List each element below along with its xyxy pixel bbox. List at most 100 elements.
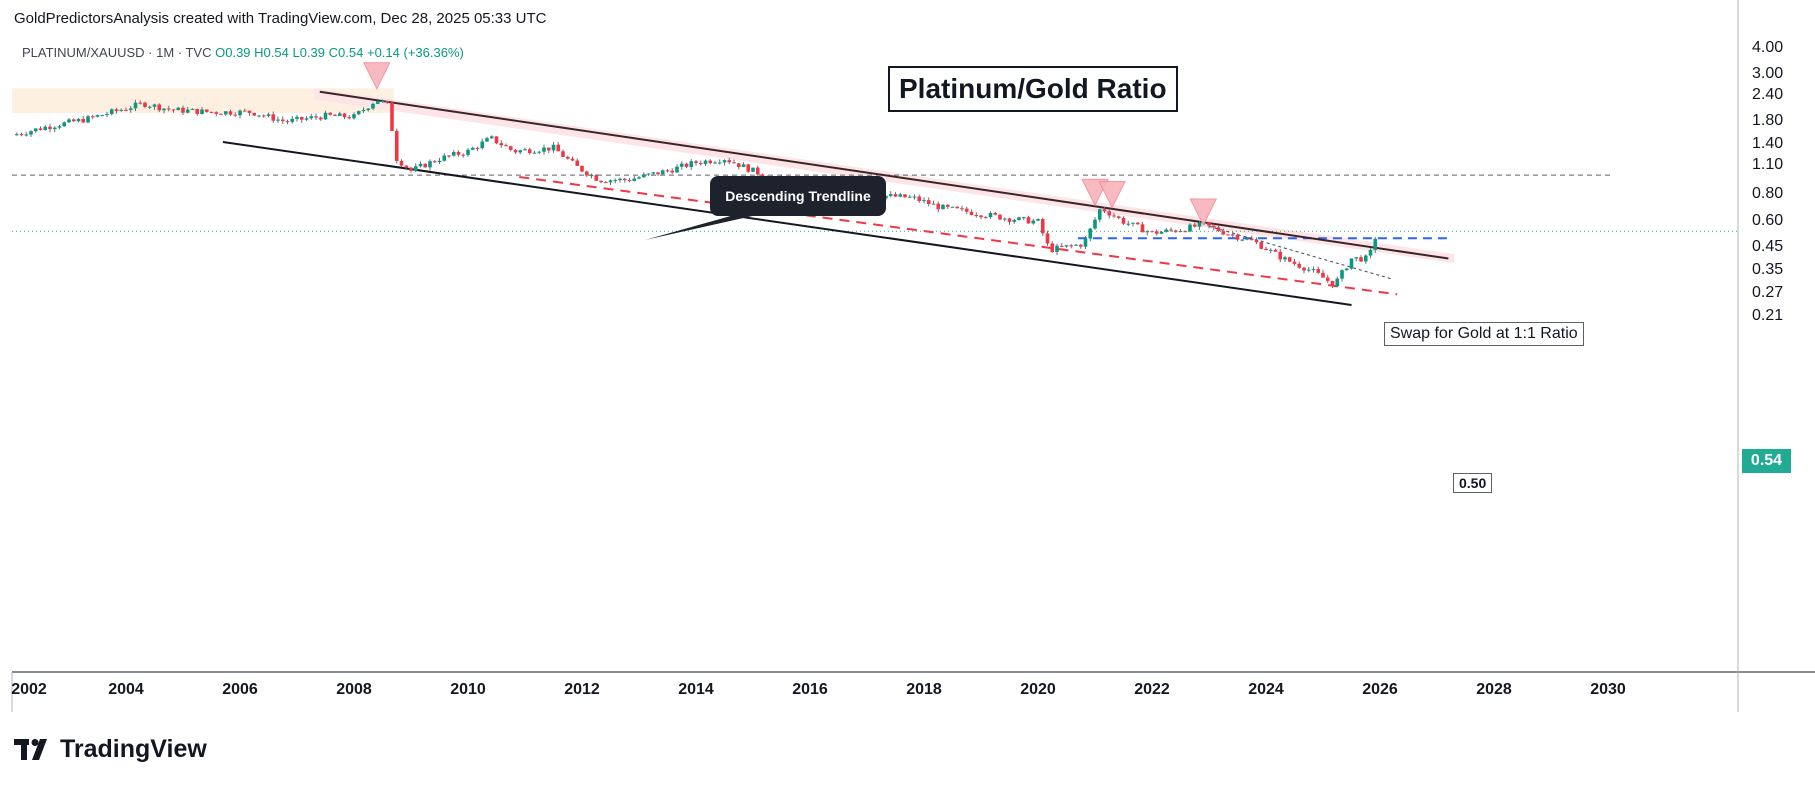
- candle-body: [1211, 225, 1216, 228]
- candle-body: [242, 110, 247, 112]
- candle-body: [280, 119, 285, 122]
- candle-body: [380, 100, 385, 102]
- candle-body: [736, 163, 741, 168]
- candle-body: [1254, 240, 1259, 243]
- candle-body: [447, 155, 451, 157]
- candle-body: [1078, 244, 1083, 247]
- candle-body: [494, 136, 499, 144]
- candle-body: [1140, 224, 1145, 233]
- candle-body: [988, 212, 993, 218]
- high-value: H0.54: [254, 45, 289, 60]
- candle-body: [717, 162, 722, 164]
- candle-body: [703, 160, 708, 164]
- candle-body: [1154, 231, 1159, 234]
- candle-body: [1036, 218, 1040, 221]
- candle-body: [1145, 231, 1150, 233]
- candle-body: [404, 165, 409, 168]
- candle-body: [1069, 245, 1074, 247]
- candle-body: [356, 111, 361, 115]
- candle-body: [147, 106, 152, 108]
- candle-body: [618, 178, 622, 181]
- candle-body: [1107, 211, 1112, 216]
- year-tick-label: 2012: [564, 681, 600, 698]
- candle-body: [1235, 234, 1240, 240]
- candle-body: [1335, 278, 1340, 287]
- candle-body: [43, 126, 48, 130]
- candle-body: [523, 149, 527, 151]
- candle-body: [1197, 222, 1202, 227]
- candle-body: [570, 158, 575, 161]
- candle-body: [656, 172, 660, 175]
- candle-body: [342, 113, 347, 118]
- candle-body: [33, 128, 38, 132]
- low-value: L0.39: [292, 45, 326, 60]
- tradingview-logo-icon: [14, 738, 47, 760]
- candle-body: [1268, 249, 1273, 251]
- descending-trendline: [319, 90, 1449, 260]
- year-tick-label: 2022: [1134, 681, 1170, 698]
- candle-body: [390, 102, 394, 131]
- brand-name: TradingView: [60, 735, 207, 763]
- candle-body: [485, 138, 489, 142]
- candle-body: [912, 196, 917, 198]
- candle-body: [109, 109, 114, 115]
- candle-body: [14, 134, 19, 136]
- candle-body: [698, 162, 703, 164]
- price-tick-label: 0.80: [1752, 185, 1784, 203]
- candle-body: [1230, 234, 1235, 236]
- candle-body: [24, 134, 29, 136]
- year-tick-label: 2002: [11, 681, 47, 698]
- candle-body: [470, 147, 475, 150]
- chart-title: Platinum/Gold Ratio: [888, 66, 1178, 112]
- candle-body: [1112, 215, 1116, 217]
- candle-body: [114, 109, 119, 111]
- tradingview-brand[interactable]: TradingView: [14, 735, 207, 764]
- candle-body: [318, 117, 323, 120]
- candle-body: [271, 114, 276, 121]
- candle-body: [233, 114, 238, 116]
- price-tick-label: 0.35: [1752, 260, 1784, 278]
- candle-body: [1264, 248, 1268, 251]
- candle-body: [190, 108, 195, 110]
- symbol-name[interactable]: PLATINUM/XAUUSD · 1M · TVC: [22, 45, 212, 60]
- candle-body: [584, 171, 589, 176]
- candle-body: [1340, 270, 1344, 279]
- year-tick-label: 2024: [1248, 681, 1284, 698]
- candle-body: [998, 214, 1002, 220]
- candle-body: [931, 203, 936, 205]
- candle-body: [1017, 217, 1021, 221]
- candle-body: [1083, 238, 1088, 247]
- year-tick-label: 2006: [222, 681, 258, 698]
- candle-body: [19, 134, 24, 136]
- candle-body: [337, 113, 342, 116]
- candle-body: [884, 195, 888, 199]
- candle-body: [314, 116, 318, 118]
- candle-body: [76, 118, 81, 122]
- candle-body: [347, 117, 352, 119]
- candle-body: [86, 116, 90, 123]
- candle-body: [1292, 261, 1297, 264]
- candle-body: [684, 163, 689, 167]
- candle-body: [266, 114, 271, 116]
- price-tick-label: 0.21: [1752, 307, 1784, 325]
- candle-body: [926, 200, 931, 205]
- candle-body: [713, 162, 717, 164]
- symbol-legend: PLATINUM/XAUUSD · 1M · TVC O0.39 H0.54 L…: [22, 45, 464, 60]
- price-tick-label: 0.27: [1752, 284, 1784, 302]
- candle-body: [1192, 224, 1197, 227]
- candle-body: [1249, 238, 1254, 241]
- minor-trendline: [1208, 225, 1392, 280]
- candle-body: [1311, 269, 1316, 271]
- candle-body: [1007, 218, 1012, 222]
- candle-body: [238, 110, 242, 116]
- candle-body: [475, 147, 480, 149]
- candle-body: [637, 177, 641, 179]
- candle-body: [52, 127, 57, 130]
- candle-body: [903, 194, 907, 198]
- candle-body: [1102, 209, 1107, 212]
- candle-body: [247, 110, 252, 113]
- candle-body: [138, 102, 143, 104]
- candle-body: [1088, 228, 1093, 239]
- candle-body: [1302, 267, 1306, 271]
